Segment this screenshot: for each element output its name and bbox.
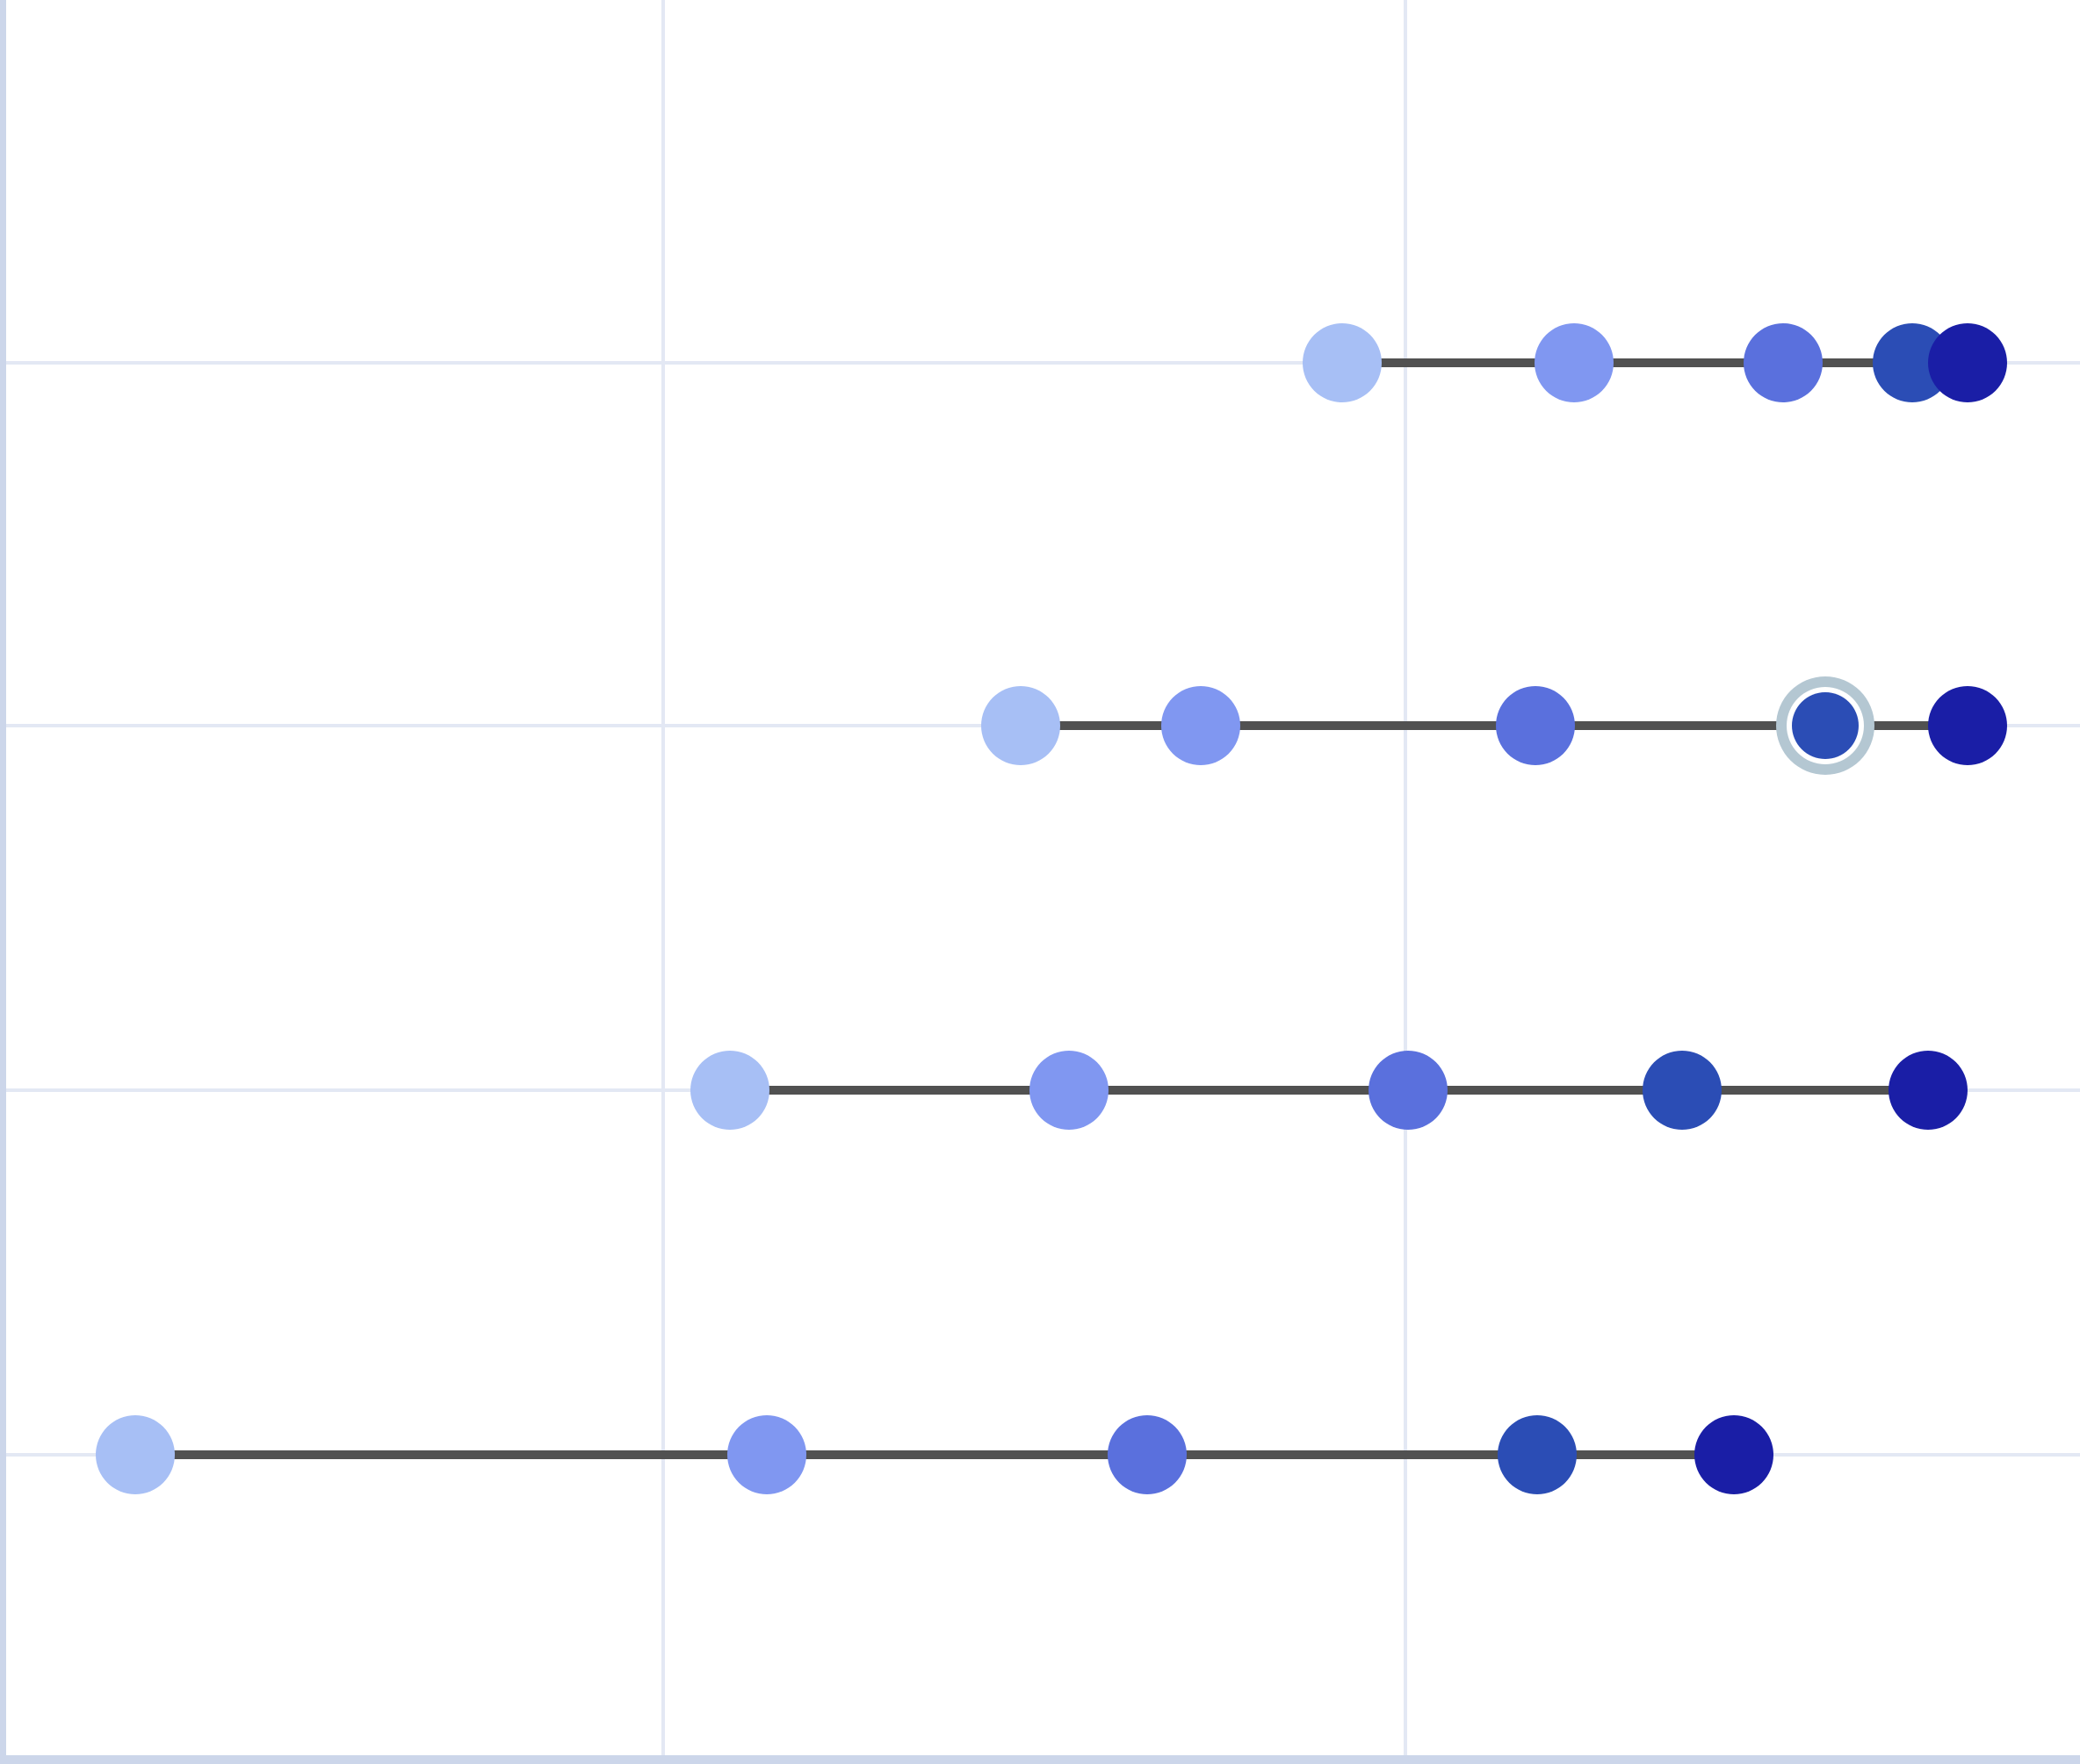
data-point[interactable] bbox=[727, 1415, 806, 1494]
data-point[interactable] bbox=[1744, 323, 1823, 402]
data-point[interactable] bbox=[1029, 1051, 1109, 1130]
data-point[interactable] bbox=[1303, 323, 1382, 402]
axis-bottom-border bbox=[0, 1755, 2080, 1764]
data-point[interactable] bbox=[1694, 1415, 1773, 1494]
data-point[interactable] bbox=[1889, 1051, 1968, 1130]
data-point[interactable] bbox=[1873, 323, 1952, 402]
data-point[interactable] bbox=[1161, 686, 1240, 765]
data-point[interactable] bbox=[981, 686, 1060, 765]
data-point[interactable] bbox=[1498, 1415, 1577, 1494]
data-point[interactable] bbox=[1108, 1415, 1187, 1494]
data-point[interactable] bbox=[1928, 686, 2007, 765]
data-point[interactable] bbox=[96, 1415, 175, 1494]
data-point[interactable] bbox=[1928, 323, 2007, 402]
data-point[interactable] bbox=[1369, 1051, 1448, 1130]
data-point[interactable] bbox=[1496, 686, 1575, 765]
data-point[interactable] bbox=[1535, 323, 1614, 402]
data-point[interactable] bbox=[690, 1051, 769, 1130]
data-point-highlighted[interactable] bbox=[1792, 692, 1859, 759]
data-point[interactable] bbox=[1643, 1051, 1722, 1130]
axis-left-border bbox=[0, 0, 6, 1764]
